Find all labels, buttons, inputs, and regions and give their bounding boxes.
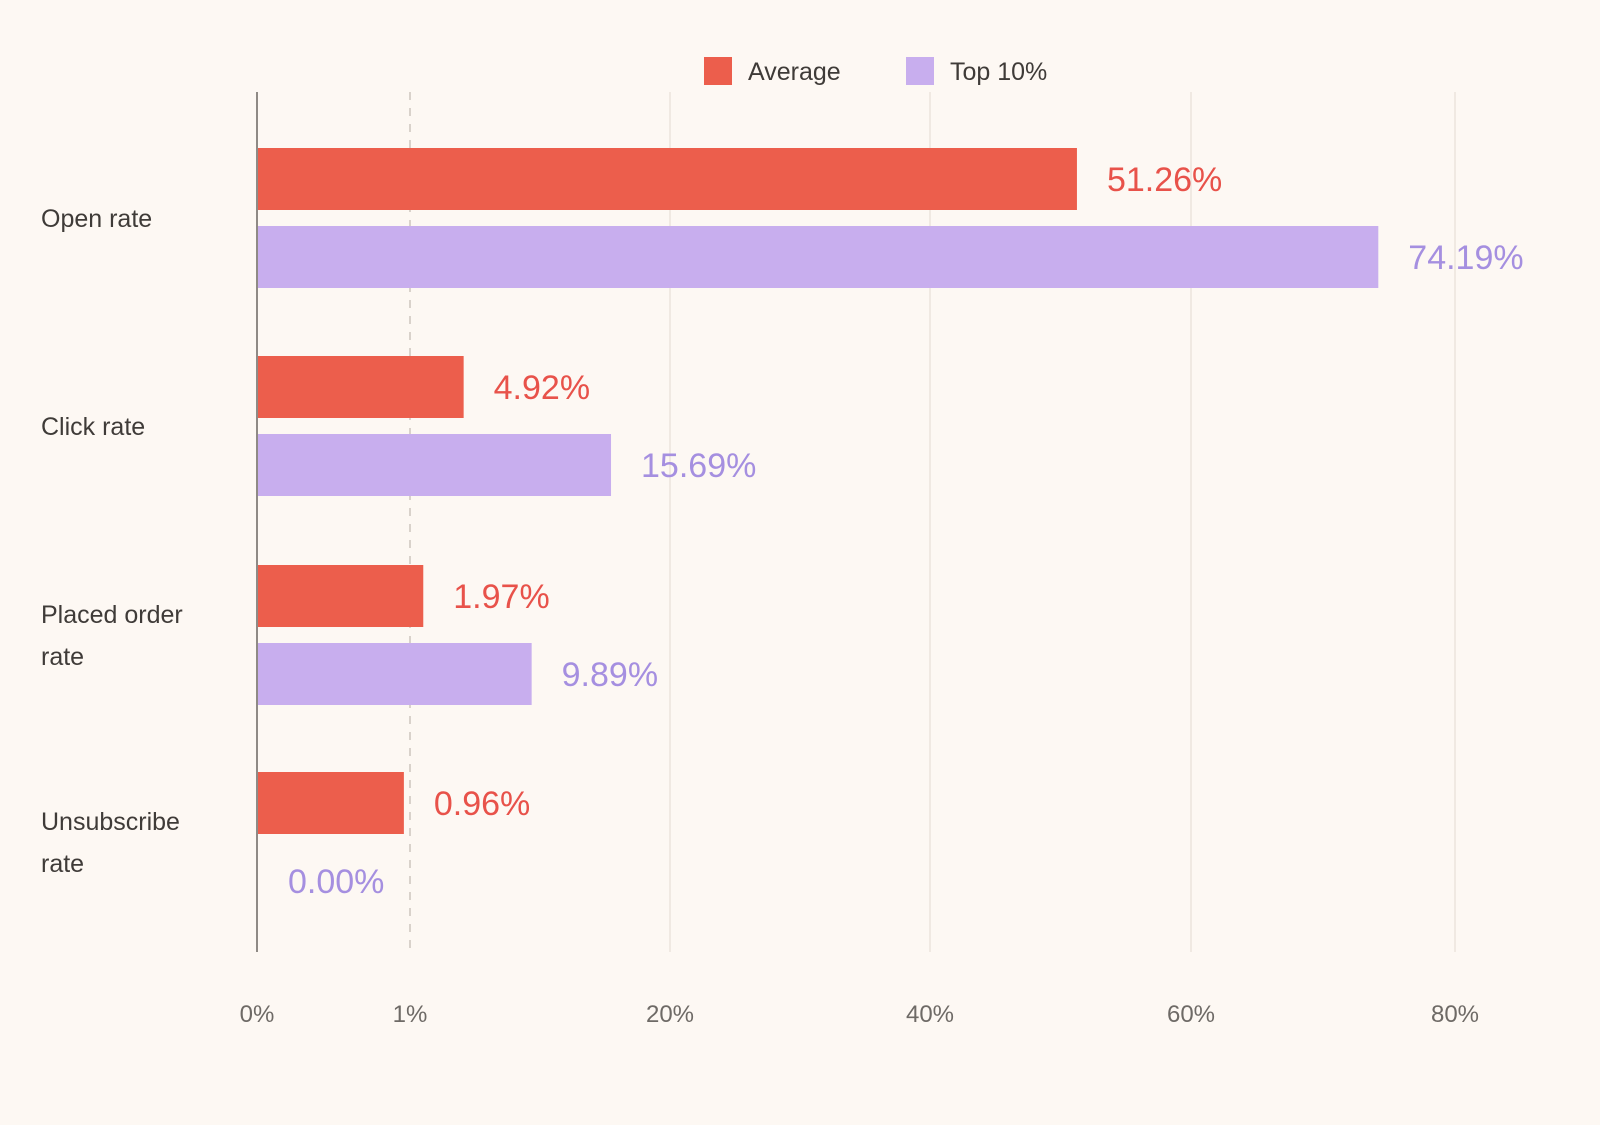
data-label-top-10-unsubscribe-rate: 0.00% [288,863,384,901]
legend-swatch-top-10 [906,57,934,85]
data-label-average-unsubscribe-rate: 0.96% [434,785,530,823]
category-label-line: Unsubscribe [41,808,180,836]
x-tick-label: 80% [1431,1001,1479,1028]
legend-swatch-average [704,57,732,85]
data-label-top-10-placed-order-rate: 9.89% [562,656,658,694]
x-tick-label: 1% [393,1001,428,1028]
category-label-line: rate [41,850,84,878]
bar-average-unsubscribe-rate [258,772,404,834]
data-label-top-10-click-rate: 15.69% [641,447,756,485]
bar-average-click-rate [258,356,464,418]
data-label-average-open-rate: 51.26% [1107,161,1222,199]
legend-label-top-10: Top 10% [950,58,1047,86]
category-label-line: Placed order [41,601,183,629]
x-tick-label: 40% [906,1001,954,1028]
x-tick-label: 60% [1167,1001,1215,1028]
category-label-click-rate: Click rate [41,413,145,441]
grid [256,92,1456,952]
bars [258,148,1379,834]
category-label-line: Click rate [41,413,145,441]
legend: Average Top 10% [704,57,1047,86]
category-label-unsubscribe-rate: Unsubscribe rate [41,808,180,878]
category-label-line: Open rate [41,205,152,233]
bar-average-placed-order-rate [258,565,424,627]
data-label-average-click-rate: 4.92% [494,369,590,407]
legend-label-average: Average [748,58,841,86]
bar-average-open-rate [258,148,1077,210]
bar-top-10-open-rate [258,226,1379,288]
category-label-placed-order-rate: Placed order rate [41,601,183,671]
bar-top-10-placed-order-rate [258,643,532,705]
x-axis-ticks: 0% 1% 20% 40% 60% 80% [240,1001,1479,1028]
x-tick-label: 20% [646,1001,694,1028]
bar-top-10-click-rate [258,434,612,496]
data-label-average-placed-order-rate: 1.97% [453,578,549,616]
x-tick-label: 0% [240,1001,275,1028]
category-label-line: rate [41,643,84,671]
data-label-top-10-open-rate: 74.19% [1408,239,1523,277]
category-label-open-rate: Open rate [41,205,152,233]
value-labels: 51.26% 74.19% 4.92% 15.69% 1.97% 9.89% 0.96% 0.… [288,161,1524,901]
